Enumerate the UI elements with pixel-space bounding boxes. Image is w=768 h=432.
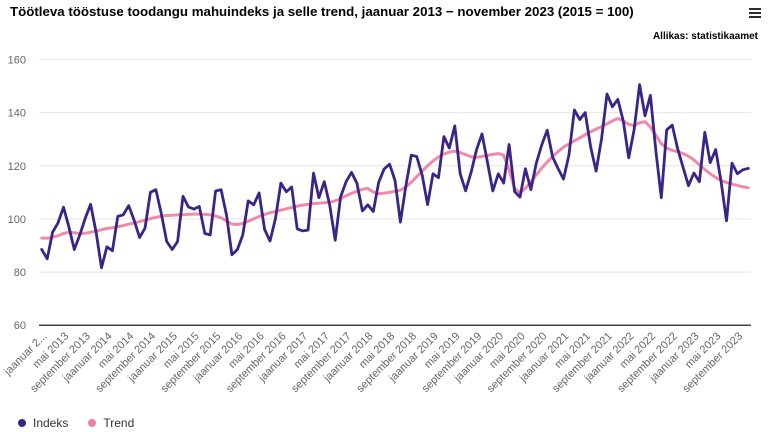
svg-text:160: 160: [8, 55, 26, 67]
svg-text:60: 60: [14, 320, 26, 332]
svg-text:100: 100: [8, 214, 26, 226]
svg-text:120: 120: [8, 161, 26, 173]
svg-text:140: 140: [8, 108, 26, 120]
svg-text:80: 80: [14, 267, 26, 279]
